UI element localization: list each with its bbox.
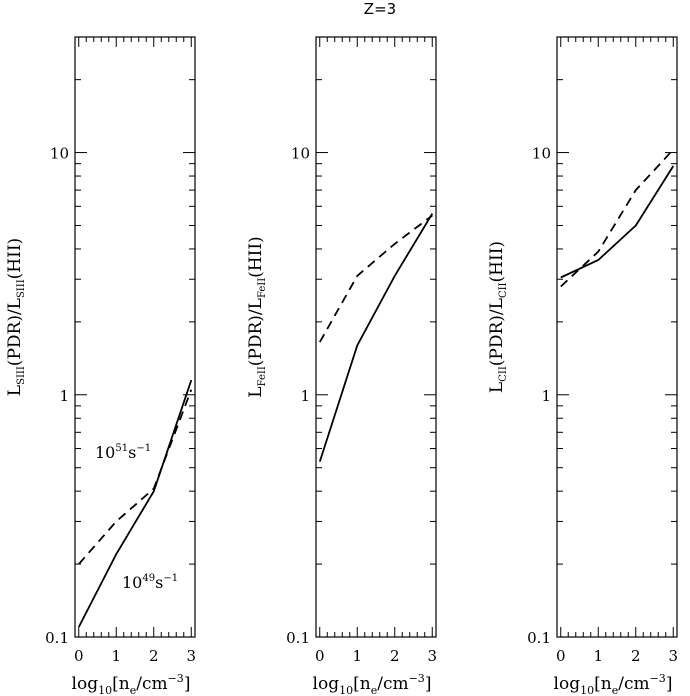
x-axis-label: log10[ne/cm−3] [72,672,191,696]
plot-frame [74,36,196,638]
series-line-solid [560,165,675,279]
x-tick-label: 3 [668,647,678,665]
panel-3: 0 1 2 3 0.1 1 10 log10[ne/cm−3] LCII(PDR)/LCII(H… [487,36,678,696]
y-tick-label: 0.1 [45,629,69,647]
y-tick-label: 0.1 [286,629,310,647]
series-line-solid [318,213,434,462]
y-tick-label: 0.1 [527,629,551,647]
x-tick-label: 2 [631,647,641,665]
series-line-dashed [78,389,193,565]
y-tick-label: 1 [300,387,310,405]
panel-1: 0 1 2 3 0.1 1 10 1051s−1 1049s−1 log10[ne/cm−3] LS… [5,36,196,696]
y-tick-label: 10 [50,145,69,163]
series-annotation: 1049s−1 [122,573,178,592]
x-tick-label: 1 [352,647,362,665]
x-axis-label: log10[ne/cm−3] [313,672,432,696]
x-tick-label: 3 [186,647,196,665]
plot-frame [315,36,437,638]
x-tick-label: 0 [556,647,566,665]
plot-frame [556,36,678,638]
panels: 0 1 2 30.11101051s−11049s−1log10[ne/cm−3]LS… [5,36,678,696]
series-line-dashed [560,148,674,288]
series-line-solid [77,379,193,628]
y-tick-label: 1 [59,387,69,405]
y-axis-label: LCII(PDR)/LCII(HII) [487,241,509,393]
x-tick-label: 0 [315,647,325,665]
panel-2: 0 1 2 3 0.1 1 10 log10[ne/cm−3] LFeII(PDR)/LFeII… [246,36,437,696]
series-line-dashed [319,214,433,343]
x-tick-label: 1 [593,647,603,665]
y-axis-label: LSIII(PDR)/LSIII(HII) [5,238,27,396]
y-axis-label: LFeII(PDR)/LFeII(HII) [246,236,268,397]
y-tick-label: 10 [532,145,551,163]
x-tick-label: 2 [149,647,159,665]
x-tick-label: 0 [74,647,84,665]
x-axis-label: log10[ne/cm−3] [554,672,673,696]
x-tick-label: 2 [390,647,400,665]
y-tick-label: 10 [291,145,310,163]
x-tick-label: 1 [111,647,121,665]
series-annotation: 1051s−1 [95,443,151,462]
figure-title: Z=3 [364,0,396,18]
y-tick-label: 1 [541,387,551,405]
x-tick-label: 3 [427,647,437,665]
